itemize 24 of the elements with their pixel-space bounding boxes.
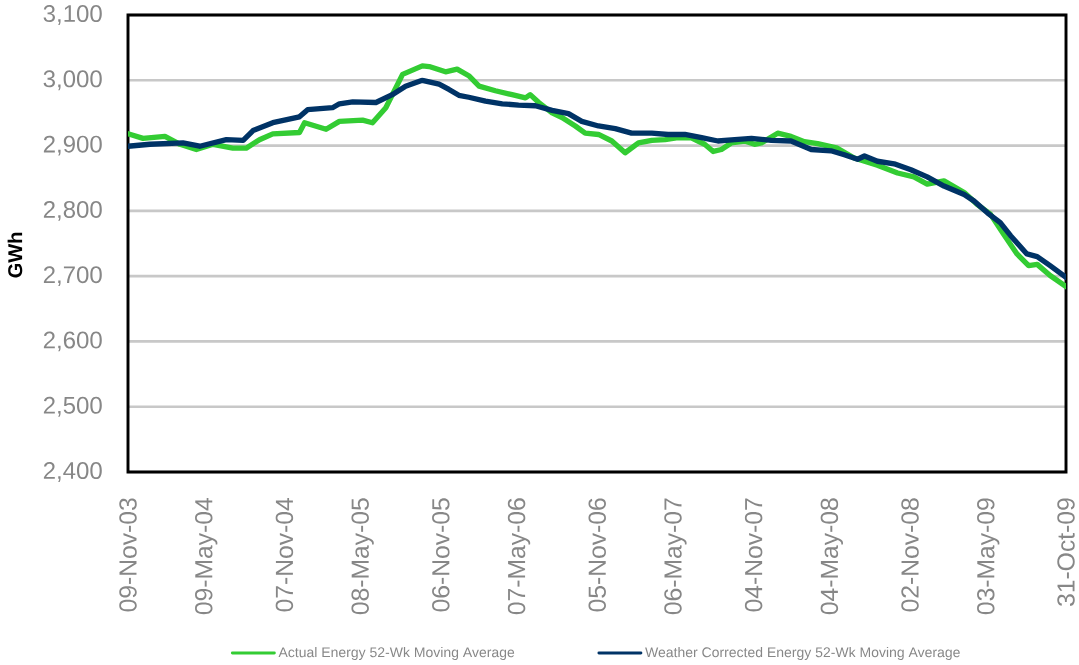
x-tick-label: 09-Nov-03 xyxy=(119,498,137,612)
x-tick-label: 07-May-06 xyxy=(507,498,531,615)
y-tick-label: 2,600 xyxy=(43,331,102,352)
y-axis-title: GWh xyxy=(7,232,23,278)
y-tick-label: 3,100 xyxy=(43,5,102,25)
x-tick-label: 05-Nov-06 xyxy=(588,498,606,612)
x-tick-label: 06-Nov-05 xyxy=(432,498,450,612)
x-tick-label: 04-Nov-07 xyxy=(744,498,763,612)
y-tick-label: 2,700 xyxy=(43,266,102,287)
y-tick-label: 2,900 xyxy=(43,135,102,156)
x-tick-label: 09-May-04 xyxy=(195,498,218,615)
legend-label: Weather Corrected Energy 52-Wk Moving Average xyxy=(645,646,960,660)
legend-label: Actual Energy 52-Wk Moving Average xyxy=(278,646,515,660)
x-tick-label: 08-May-05 xyxy=(351,498,374,615)
y-tick-label: 2,800 xyxy=(43,200,102,221)
x-tick-label: 02-Nov-08 xyxy=(901,498,919,612)
y-tick-label: 3,000 xyxy=(43,70,102,91)
x-tick-label: 07-Nov-04 xyxy=(275,498,294,612)
x-tick-label: 03-May-09 xyxy=(977,498,1000,615)
y-tick-label: 2,500 xyxy=(43,396,102,417)
y-tick-label: 2,400 xyxy=(43,462,102,482)
x-tick-label: 04-May-08 xyxy=(820,498,843,615)
x-tick-label: 06-May-07 xyxy=(664,498,687,615)
x-tick-label: 31-Oct-09 xyxy=(1057,498,1075,606)
